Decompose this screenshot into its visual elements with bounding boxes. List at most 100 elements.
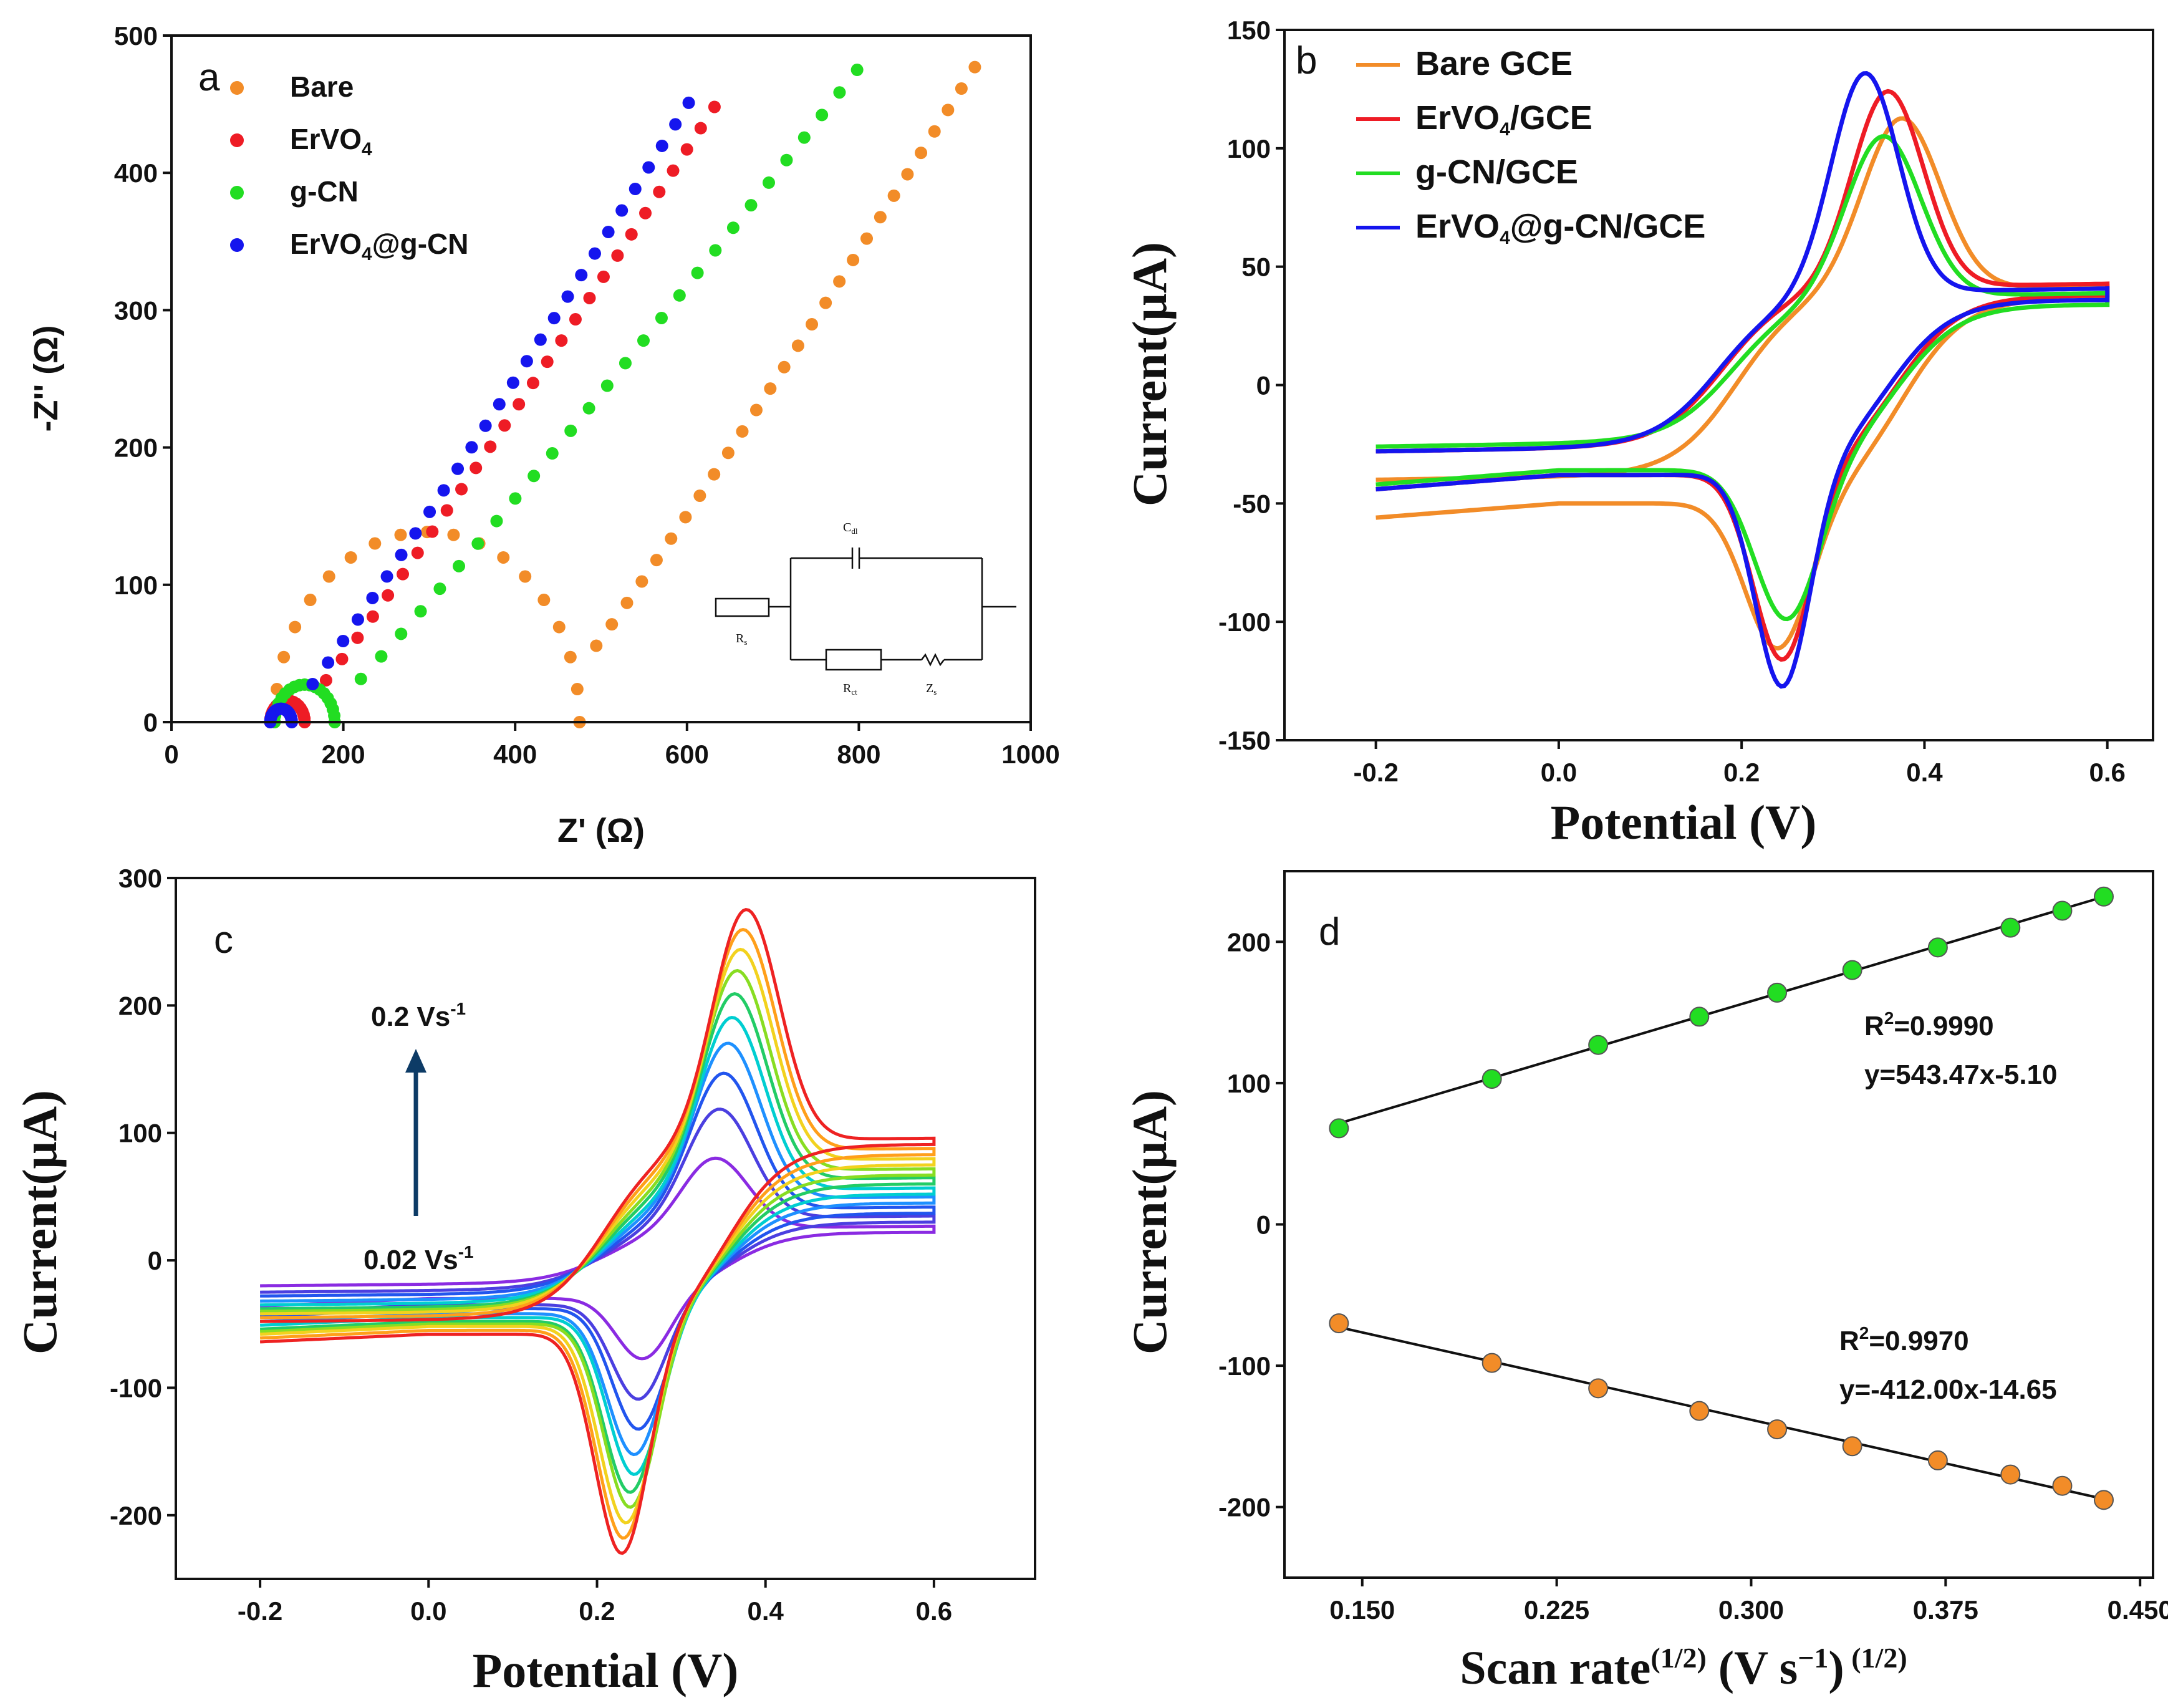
y-tick-label: -200: [1218, 1493, 1271, 1522]
data-point: [582, 402, 595, 415]
data-point: [395, 548, 408, 561]
data-point: [1588, 1378, 1609, 1399]
data-point: [673, 289, 686, 302]
data-point: [708, 100, 721, 113]
x-tick-label: 0.450: [2108, 1595, 2168, 1624]
data-point: [519, 570, 532, 583]
data-point: [382, 589, 395, 602]
circuit-resistor-rct: [825, 649, 882, 671]
x-tick-label: 0.2: [579, 1596, 615, 1626]
y-tick-label: 0: [143, 708, 158, 737]
x-tick-label: 0.300: [1718, 1595, 1784, 1624]
data-point: [667, 164, 680, 177]
data-point: [497, 551, 510, 564]
y-tick-label: 300: [114, 296, 158, 325]
panel-b-ticks: -0.2 0.0 0.2 0.4 0.6 -150 -100 -50 0 50 100 150: [1218, 16, 2126, 787]
data-point: [447, 528, 460, 541]
circuit-warburg: [921, 653, 945, 667]
data-point: [335, 652, 349, 665]
data-point: [1689, 1401, 1710, 1421]
data-point: [440, 504, 453, 517]
data-point: [397, 567, 410, 581]
data-point: [437, 484, 450, 497]
panel-b-xlabel: Potential (V): [1551, 795, 1817, 849]
legend-label: Bare GCE: [1415, 45, 1573, 82]
data-point: [490, 514, 503, 528]
data-point: [552, 620, 566, 634]
y-tick-label: -100: [1218, 607, 1271, 637]
legend-marker: [230, 238, 244, 252]
data-point: [968, 60, 981, 74]
data-point: [833, 275, 846, 288]
y-tick-label: -100: [1218, 1351, 1271, 1381]
x-tick-label: -0.2: [1353, 758, 1398, 787]
panel-b-marks: [1375, 70, 2110, 689]
data-point: [306, 678, 319, 691]
data-point: [2093, 886, 2114, 907]
panel-c-ticks: -0.2 0.0 0.2 0.4 0.6 -200 -100 0 100 200 300: [110, 864, 952, 1626]
data-point: [351, 631, 364, 644]
data-point: [375, 650, 388, 663]
data-point: [833, 86, 846, 99]
data-point: [423, 505, 436, 518]
y-tick-label: 100: [118, 1119, 162, 1148]
fit-line: [1338, 895, 2104, 1125]
data-point: [319, 673, 332, 687]
data-point: [726, 221, 740, 234]
annotation-low-scan-rate: 0.02 Vs-1: [364, 1242, 474, 1275]
data-point: [597, 270, 610, 283]
data-point: [354, 672, 367, 685]
panel-d-peak-current-vs-scan-rate: 0.150 0.225 0.300 0.375 0.450 -200 -100 0 100 200…: [1122, 870, 2168, 1694]
data-point: [749, 403, 763, 417]
data-point: [780, 153, 793, 166]
data-point: [816, 109, 829, 122]
data-point: [344, 551, 357, 564]
panel-b-cv-electrodes: -0.2 0.0 0.2 0.4 0.6 -150 -100 -50 0 50 100 150 b B…: [1122, 16, 2154, 849]
data-point: [455, 483, 468, 496]
data-point: [915, 147, 928, 160]
y-tick-label: -50: [1233, 489, 1271, 518]
panel-d-ticks: 0.150 0.225 0.300 0.375 0.450 -200 -100 0 100 200: [1218, 927, 2168, 1624]
data-point: [2052, 900, 2073, 921]
data-point: [619, 357, 632, 370]
data-point: [2093, 1490, 2114, 1510]
data-point: [451, 462, 465, 475]
data-point: [479, 419, 492, 432]
legend-label: Bare: [290, 70, 354, 103]
data-point: [874, 211, 887, 224]
data-point: [955, 82, 968, 95]
data-point: [600, 379, 614, 392]
data-point: [369, 537, 382, 550]
data-point: [797, 131, 811, 144]
legend-label: ErVO4@g-CN/GCE: [1415, 208, 1705, 248]
data-point: [394, 528, 407, 541]
data-point: [860, 232, 874, 245]
data-point: [778, 360, 791, 374]
data-point: [1481, 1069, 1502, 1089]
data-point: [569, 313, 582, 326]
data-point: [694, 122, 707, 135]
data-point: [366, 610, 379, 623]
x-tick-label: 0.0: [410, 1596, 446, 1626]
data-point: [453, 559, 466, 572]
data-point: [541, 355, 554, 369]
panel-c-xlabel: Potential (V): [473, 1643, 739, 1697]
data-point: [1689, 1006, 1710, 1027]
legend-marker: [230, 186, 244, 200]
x-tick-label: 800: [837, 740, 880, 769]
panel-c-marks: [259, 907, 936, 1555]
y-tick-label: 50: [1241, 253, 1271, 282]
data-point: [1588, 1035, 1609, 1055]
fit-line: [1338, 1326, 2104, 1500]
panel-b-ylabel: Current(μA): [1122, 242, 1177, 506]
panel-d-letter: d: [1319, 910, 1340, 953]
circuit-label-cdl: Cdl: [843, 521, 858, 536]
y-tick-label: 150: [1227, 16, 1271, 45]
data-point: [1927, 1450, 1948, 1470]
data-point: [470, 461, 483, 475]
cv-curve: [1375, 70, 2110, 689]
data-point: [639, 206, 652, 220]
data-point: [620, 596, 634, 609]
y-tick-label: 0: [148, 1246, 162, 1275]
data-point: [526, 377, 539, 390]
